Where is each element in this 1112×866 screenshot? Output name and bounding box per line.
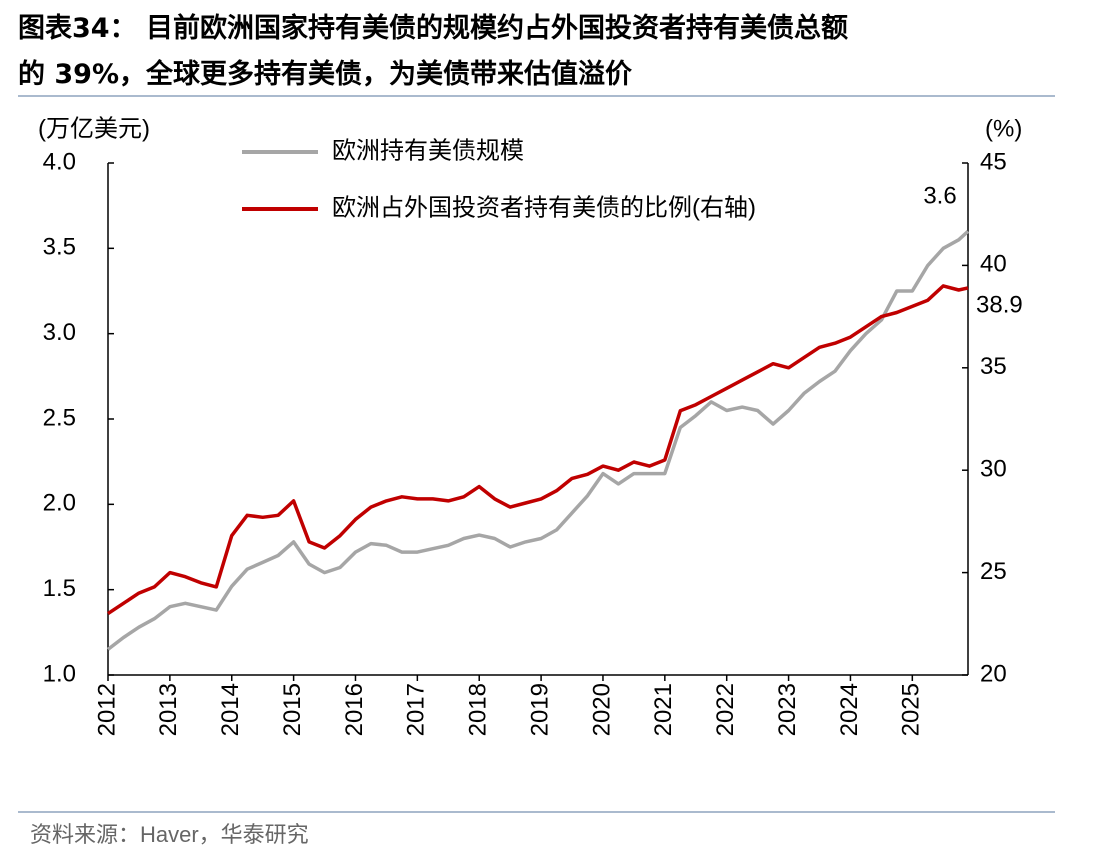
y-tick-label: 3.5 — [43, 234, 76, 261]
y-axis-label: (万亿美元) — [38, 115, 150, 142]
x-tick-label: 2022 — [712, 683, 739, 736]
x-tick-label: 2018 — [465, 683, 492, 736]
y2-tick-label: 45 — [980, 148, 1007, 175]
series-line — [107, 284, 969, 616]
y2-tick-label: 35 — [980, 353, 1007, 380]
x-tick-label: 2021 — [650, 683, 677, 736]
y2-tick-label: 30 — [980, 456, 1007, 483]
x-tick-label: 2015 — [279, 683, 306, 736]
end-value-label: 3.6 — [923, 183, 956, 210]
x-tick-label: 2013 — [155, 683, 182, 736]
x-tick-label: 2012 — [93, 683, 120, 736]
x-tick-label: 2016 — [341, 683, 368, 736]
y-tick-label: 1.0 — [43, 660, 76, 687]
y-tick-label: 1.5 — [43, 575, 76, 602]
y2-tick-label: 20 — [980, 660, 1007, 687]
legend-label: 欧洲占外国投资者持有美债的比例(右轴) — [332, 194, 756, 221]
y2-tick-label: 40 — [980, 251, 1007, 278]
x-tick-label: 2019 — [526, 683, 553, 736]
chart-title: 的 39%，全球更多持有美债，为美债带来估值溢价 — [18, 59, 633, 90]
chart-title: 图表34： 目前欧洲国家持有美债的规模约占外国投资者持有美债总额 — [18, 13, 848, 44]
x-tick-label: 2023 — [774, 683, 801, 736]
y-tick-label: 2.5 — [43, 404, 76, 431]
x-tick-label: 2020 — [588, 683, 615, 736]
y2-tick-label: 25 — [980, 558, 1007, 585]
y-tick-label: 3.0 — [43, 319, 76, 346]
x-tick-label: 2024 — [836, 683, 863, 736]
legend-label: 欧洲持有美债规模 — [332, 137, 524, 164]
x-tick-label: 2017 — [403, 683, 430, 736]
x-tick-label: 2025 — [898, 683, 925, 736]
series-line — [106, 230, 970, 651]
x-tick-label: 2014 — [217, 683, 244, 736]
y2-axis-label: (%) — [985, 115, 1022, 142]
end-value-label: 38.9 — [976, 291, 1023, 318]
source: 资料来源：Haver，华泰研究 — [30, 822, 309, 847]
y-tick-label: 2.0 — [43, 490, 76, 517]
y-tick-label: 4.0 — [43, 148, 76, 175]
